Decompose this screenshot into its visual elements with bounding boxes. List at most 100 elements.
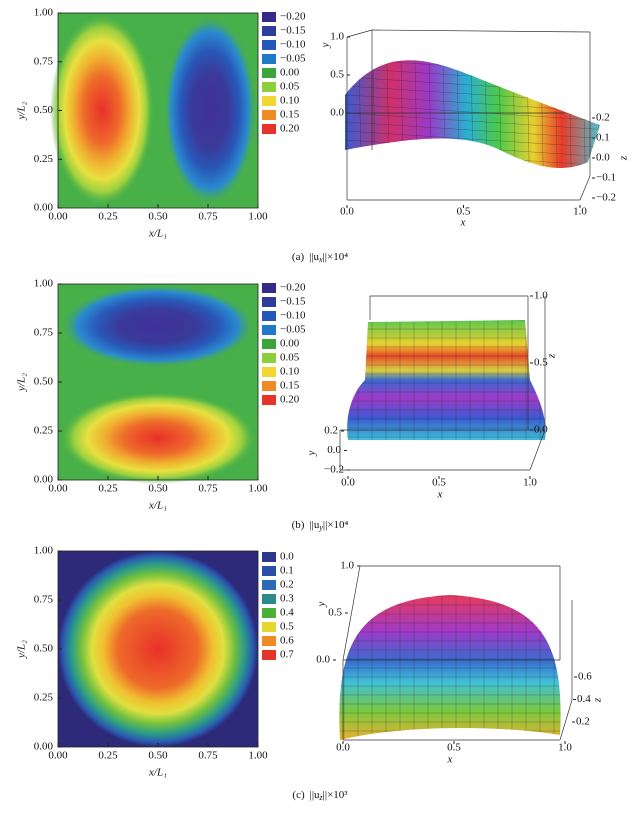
y-tick-label: 1.00	[34, 545, 54, 557]
y-tick-label: 1.00	[34, 7, 54, 19]
z-tick-label: −0.2	[596, 192, 616, 204]
mesh-line	[455, 60, 461, 169]
z-axis-label: z	[592, 697, 604, 703]
mesh-line	[345, 102, 600, 122]
mesh-line	[483, 60, 489, 169]
mesh-line	[413, 60, 419, 169]
legend-swatch	[262, 622, 276, 632]
legend-label: −0.15	[280, 25, 306, 37]
mesh-line	[330, 175, 610, 193]
legend-swatch	[262, 26, 276, 36]
legend-label: 0.05	[280, 81, 300, 93]
x-tick-label: 0.25	[98, 750, 118, 762]
x-tick-label: 1.0	[523, 477, 537, 489]
x-axis-label: x	[460, 217, 466, 229]
legend-swatch	[262, 297, 276, 307]
y-tick-label: 0.75	[34, 594, 54, 606]
x-tick-label: 1.00	[248, 483, 268, 495]
surface-mesh	[339, 595, 561, 740]
mesh-line	[345, 165, 600, 169]
legend-label: 0.1	[280, 565, 294, 577]
z-tick-label: 0.0	[534, 424, 548, 436]
caption-part: y	[318, 523, 323, 532]
mesh-line	[525, 60, 531, 169]
x-axis-label: x/L₁	[148, 500, 167, 512]
x-tick-label: 0.75	[198, 483, 218, 495]
caption-part: (b)	[292, 519, 305, 531]
x-axis-label: x/L₁	[148, 228, 167, 240]
surface	[345, 60, 600, 169]
mesh-line	[399, 60, 405, 169]
mesh-line	[345, 129, 600, 149]
box-edge	[559, 699, 573, 741]
legend-swatch	[262, 552, 276, 562]
legend-swatch	[262, 367, 276, 377]
y-axis-label: y	[316, 601, 328, 607]
mesh-line	[330, 13, 610, 31]
mesh-line	[357, 60, 363, 169]
mesh-line	[345, 120, 600, 140]
surface	[339, 595, 561, 740]
legend-label: 0.10	[280, 366, 300, 378]
legend-swatch	[262, 110, 276, 120]
z-tick-label: 0.1	[596, 132, 610, 144]
legend-label: 0.00	[280, 67, 300, 79]
y-tick-label: 1.0	[340, 560, 354, 572]
z-tick-label: 0.4	[577, 693, 591, 705]
mesh-line	[345, 60, 349, 169]
caption-part: x	[318, 255, 323, 264]
surface-mesh	[347, 320, 546, 440]
z-tick-label: 0.2	[596, 112, 610, 124]
contour-field	[163, 14, 257, 206]
caption-part: ||×10⁴	[323, 519, 349, 531]
y-tick-label: 0.25	[34, 425, 54, 437]
mesh-line	[345, 111, 600, 131]
legend-label: 0.05	[280, 352, 300, 364]
legend-swatch	[262, 594, 276, 604]
legend-label: 0.5	[280, 621, 294, 633]
y-tick-label: 0.25	[34, 153, 54, 165]
x-tick-label: 0.0	[340, 206, 354, 218]
z-tick-label: 0.5	[534, 357, 548, 369]
caption-part: ||u	[310, 789, 320, 801]
y-tick-label: 0.0	[316, 654, 330, 666]
y-axis-label: y	[306, 450, 318, 456]
legend-label: −0.05	[280, 324, 306, 336]
y-tick-label: 0.25	[34, 692, 54, 704]
y-tick-label: 0.50	[34, 643, 54, 655]
x-tick-label: 0.50	[148, 211, 168, 223]
y-tick-label: 0.75	[34, 55, 54, 67]
legend-label: −0.10	[280, 310, 306, 322]
contour-field	[50, 14, 154, 206]
x-tick-label: 0.50	[148, 750, 168, 762]
legend-label: −0.20	[280, 282, 306, 294]
caption-part: (c)	[292, 789, 305, 801]
mesh-line	[567, 60, 573, 169]
x-tick-label: 0.5	[457, 206, 471, 218]
z-axis-label: z	[618, 155, 630, 161]
legend-label: 0.4	[280, 607, 294, 619]
mesh-line	[497, 60, 503, 169]
legend-swatch	[262, 608, 276, 618]
mesh-line	[441, 60, 447, 169]
surface	[347, 320, 546, 440]
legend-label: −0.15	[280, 296, 306, 308]
box-edge	[371, 29, 591, 33]
y-tick-label: 0.00	[34, 474, 54, 486]
caption-part: ||×10⁴	[323, 251, 349, 263]
legend-label: 0.2	[280, 579, 294, 591]
legend-swatch	[262, 325, 276, 335]
y-tick-label: 0.00	[34, 741, 54, 753]
z-tick-label: 1.0	[534, 290, 548, 302]
legend-swatch	[262, 353, 276, 363]
x-tick-label: 1.0	[558, 742, 572, 754]
box-edge	[342, 565, 361, 661]
legend-label: 0.10	[280, 95, 300, 107]
legend-label: 0.6	[280, 635, 294, 647]
legend-label: 0.20	[280, 394, 300, 406]
x-tick-label: 1.00	[248, 750, 268, 762]
y-tick-label: 0.2	[324, 425, 338, 437]
y-tick-label: 0.5	[330, 69, 344, 81]
legend-swatch	[262, 580, 276, 590]
z-tick-label: −0.1	[596, 172, 616, 184]
